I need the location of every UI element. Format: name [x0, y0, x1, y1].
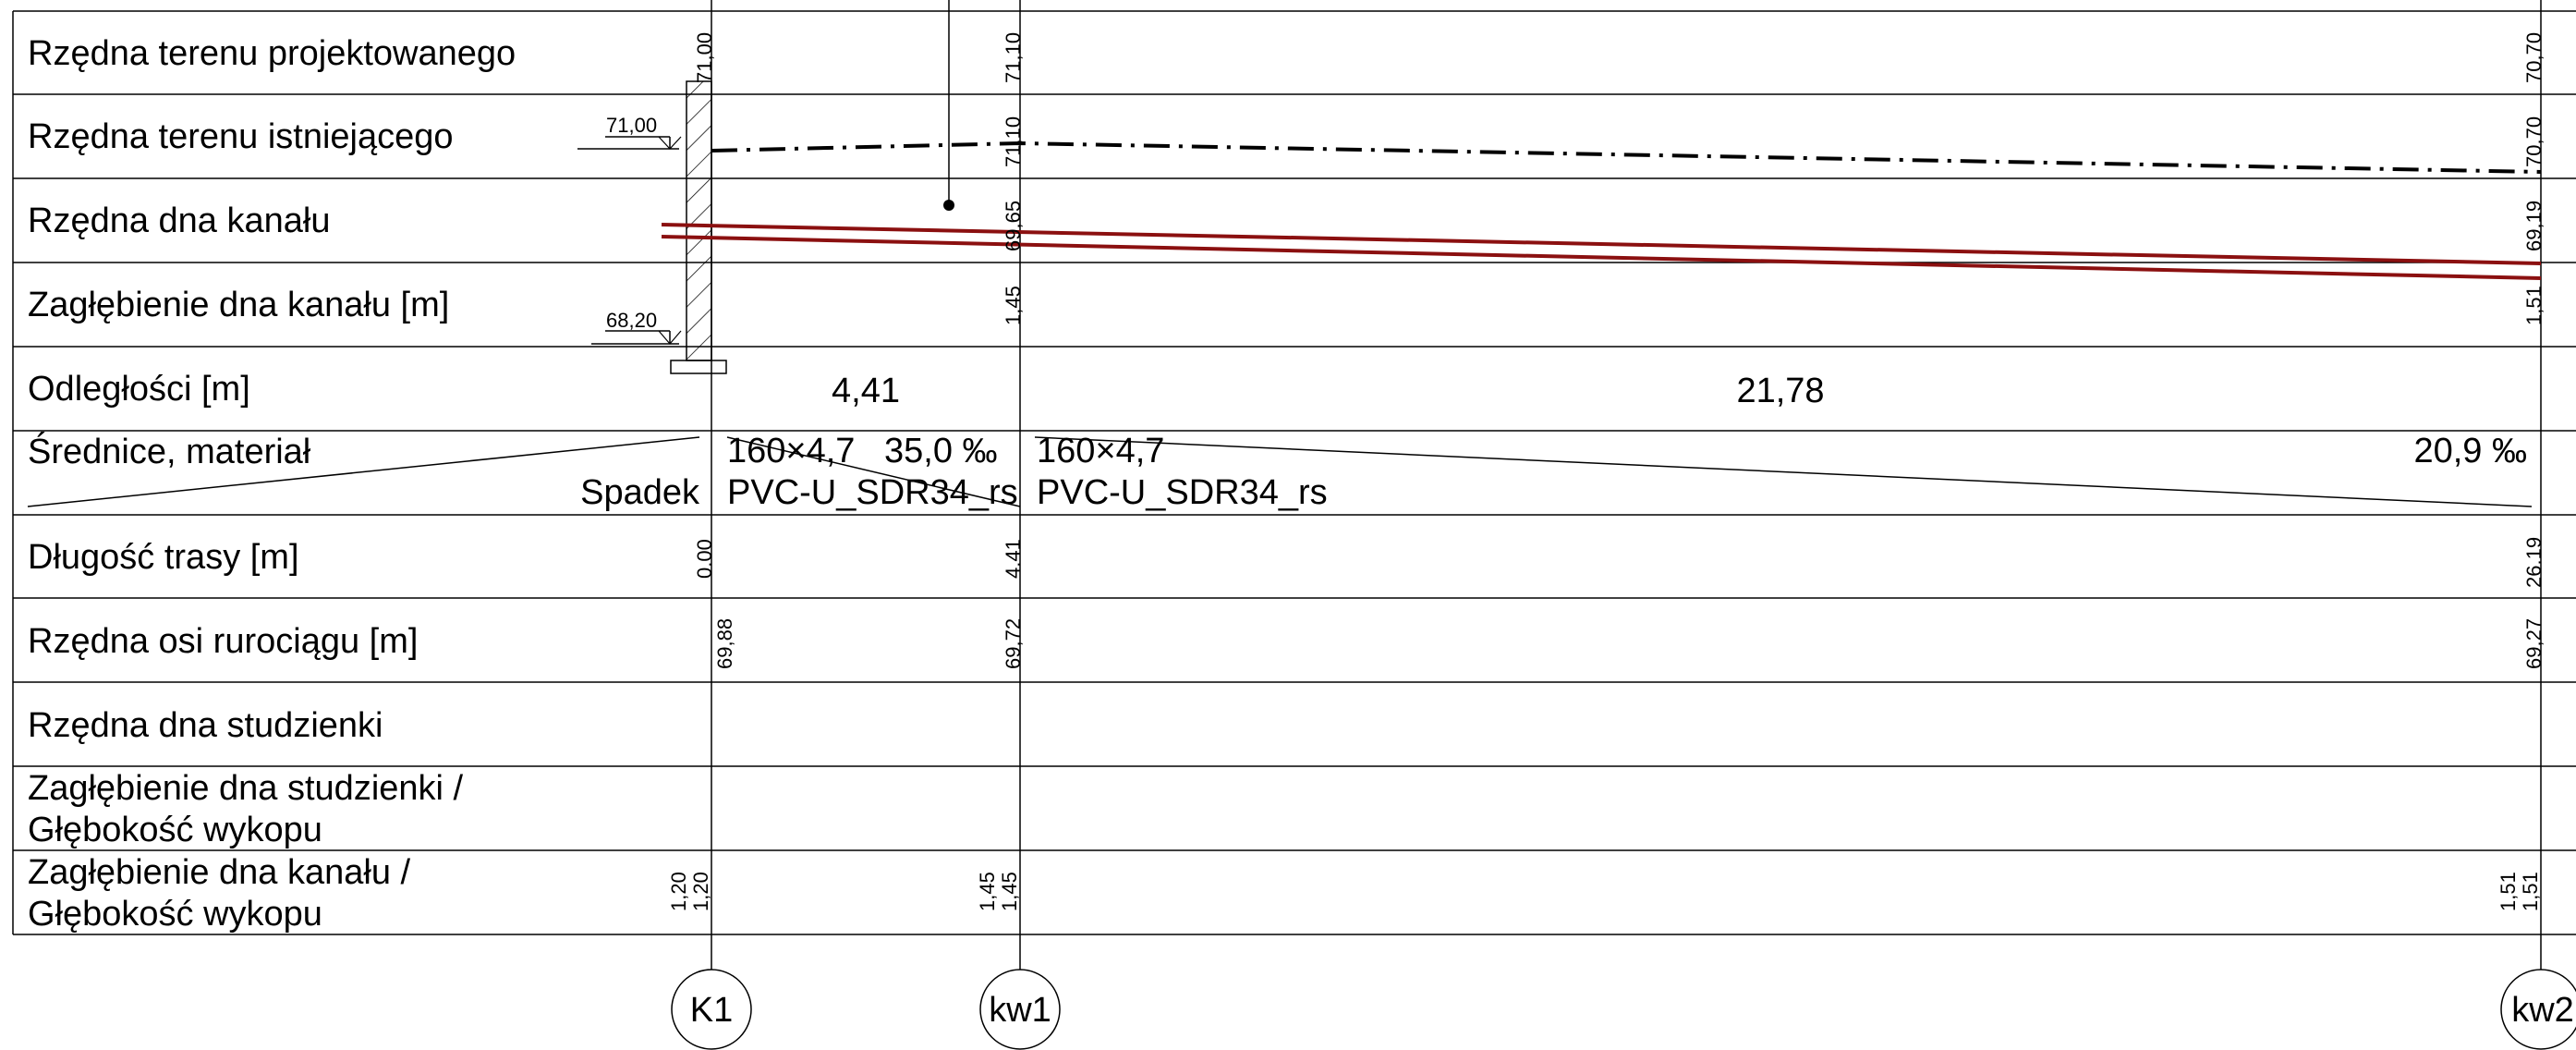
trench-kw1-b: 1,45 [998, 872, 1021, 911]
row-labels: Rzędna terenu projektowanego Rzędna tere… [27, 34, 700, 934]
diam-diagonal-1 [726, 436, 1021, 507]
pipe-axis-kw2: 69,27 [2522, 618, 2546, 669]
design-terrain-kw1: 71,10 [1002, 32, 1025, 83]
distance-segment-1: 4,41 [832, 372, 900, 410]
trench-k1-a: 1,20 [667, 872, 690, 911]
design-terrain-k1: 71,00 [693, 32, 716, 83]
wall-elevation-marks: 71,00 68,20 [577, 114, 682, 345]
existing-terrain-kw2: 70,70 [2522, 116, 2546, 167]
route-length-kw2: 26.19 [2522, 537, 2546, 588]
wall-mark-top: 71,00 [606, 114, 657, 137]
node-k1[interactable]: K1 [671, 969, 752, 1050]
trench-kw2-b: 1,51 [2519, 872, 2542, 911]
node-k1-label: K1 [690, 991, 733, 1030]
row-label-slope: Spadek [580, 473, 700, 512]
route-length-k1: 0.00 [693, 539, 716, 579]
material-segment-2: PVC-U_SDR34_rs [1037, 473, 1328, 512]
pipe-bottom-line [661, 235, 2542, 280]
node-kw2[interactable]: kw2 [2500, 969, 2576, 1050]
route-length-kw1: 4.41 [1002, 539, 1025, 579]
pipe-top-line [661, 223, 2542, 265]
depth-kw2: 1,51 [2522, 286, 2546, 325]
invert-kw2: 69,19 [2522, 201, 2546, 251]
wall-mark-bottom: 68,20 [606, 309, 657, 332]
leader-dot [943, 200, 954, 211]
existing-terrain-line [711, 140, 2542, 174]
material-segment-1: PVC-U_SDR34_rs [727, 473, 1018, 512]
row-label-channel-trench-2: Głębokość wykopu [28, 895, 322, 934]
node-kw1[interactable]: kw1 [979, 969, 1061, 1050]
row-label-manhole-depth: Zagłębienie dna studzienki / [28, 769, 464, 808]
profile-table-grid [12, 0, 2576, 980]
pipe [661, 223, 2542, 280]
row-label-distances: Odległości [m] [28, 370, 250, 409]
node-kw1-label: kw1 [989, 991, 1051, 1030]
row-label-pipe-axis: Rzędna osi rurociągu [m] [28, 622, 418, 661]
diameter-segment-1: 160×4,7 [727, 432, 855, 470]
trench-k1-b: 1,20 [689, 872, 712, 911]
trench-kw1-a: 1,45 [976, 872, 999, 911]
row-label-manhole-bottom: Rzędna dna studzienki [28, 706, 383, 745]
diameter-segment-2: 160×4,7 [1037, 432, 1164, 470]
row-label-channel-depth: Zagłębienie dna kanału [m] [28, 286, 449, 324]
invert-kw1: 69,65 [1002, 201, 1025, 251]
diameter-row-diagonal [27, 436, 700, 507]
row-label-existing-terrain: Rzędna terenu istniejącego [28, 117, 454, 156]
vertical-values: 71,00 71,10 70,70 71,10 70,70 69,65 69,1… [667, 32, 2546, 911]
row-label-diameters: Średnice, materiał [28, 430, 311, 471]
depth-kw1: 1,45 [1002, 286, 1025, 325]
slope-segment-2: 20,9 ‰ [2413, 432, 2527, 470]
pipe-axis-k1: 69,88 [713, 618, 736, 669]
diam-diagonal-2 [1034, 436, 2533, 507]
wall-structure [670, 80, 727, 374]
pipe-axis-kw1: 69,72 [1002, 618, 1025, 669]
diameter-material-row: 160×4,7 35,0 ‰ PVC-U_SDR34_rs 160×4,7 20… [726, 432, 2533, 512]
slope-segment-1: 35,0 ‰ [884, 432, 998, 470]
node-kw2-label: kw2 [2511, 991, 2574, 1030]
trench-kw2-a: 1,51 [2497, 872, 2520, 911]
row-label-route-length: Długość trasy [m] [28, 538, 299, 577]
row-label-channel-trench: Zagłębienie dna kanału / [28, 853, 411, 892]
existing-terrain-kw1: 71,10 [1002, 116, 1025, 167]
row-label-manhole-depth-2: Głębokość wykopu [28, 811, 322, 849]
row-label-design-terrain: Rzędna terenu projektowanego [28, 34, 516, 73]
distance-segment-2: 21,78 [1736, 372, 1824, 410]
node-markers: K1 kw1 kw2 [671, 969, 2576, 1050]
row-label-channel-invert: Rzędna dna kanału [28, 201, 330, 240]
design-terrain-kw2: 70,70 [2522, 32, 2546, 83]
